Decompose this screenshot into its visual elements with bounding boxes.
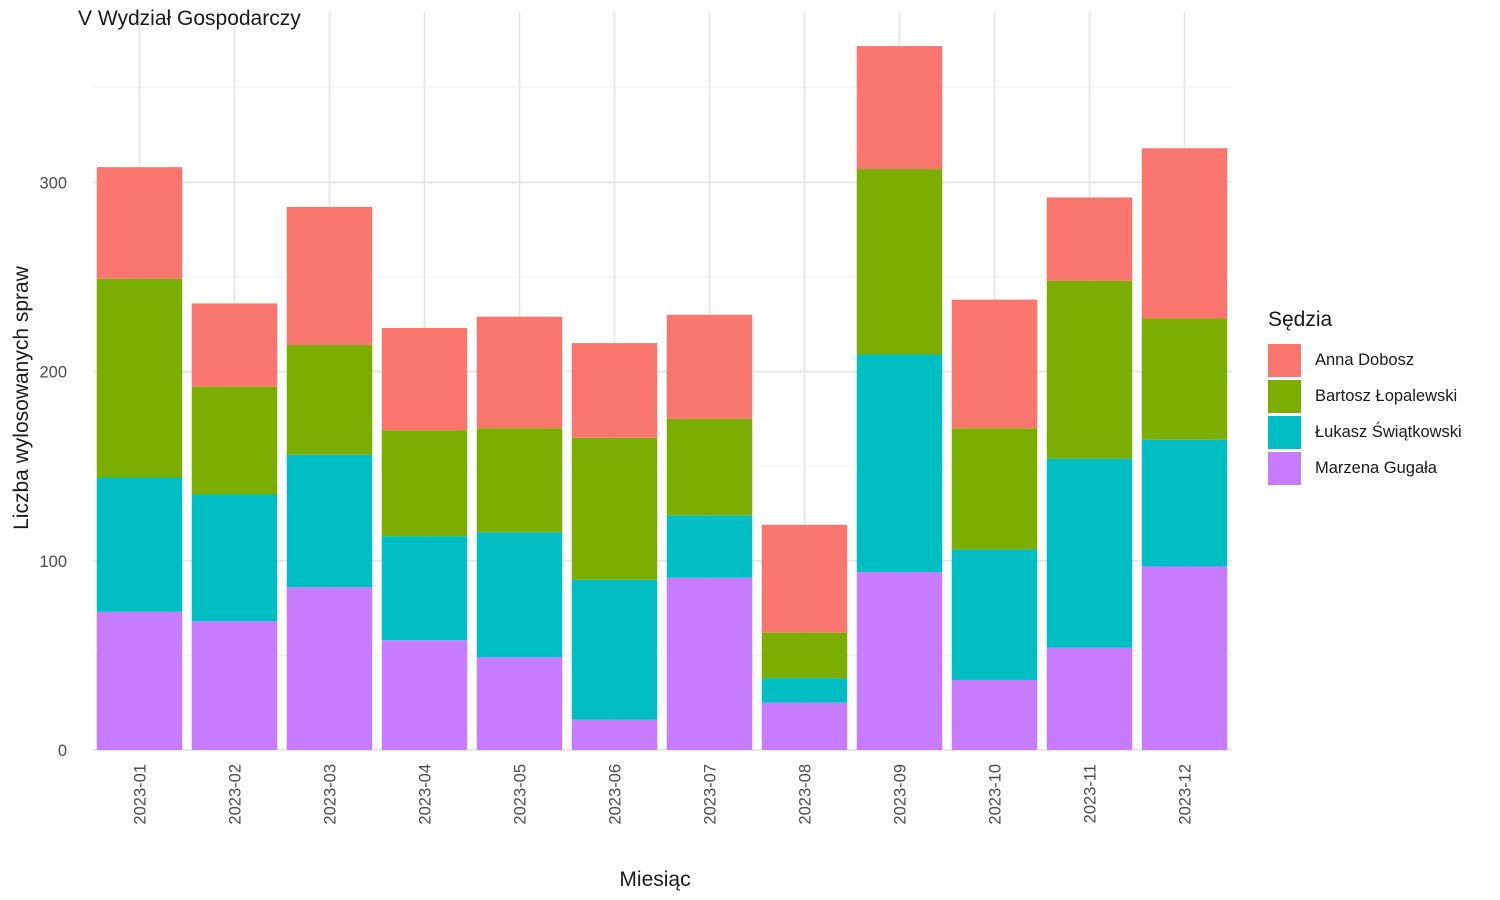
bar-segment — [191, 621, 278, 750]
bar-segment — [666, 577, 753, 750]
y-tick-label: 100 — [39, 553, 67, 571]
y-tick-label: 0 — [58, 742, 67, 760]
bar-segment — [381, 640, 468, 750]
x-tick-label: 2023-07 — [702, 764, 720, 825]
bar-segment — [191, 303, 278, 387]
legend-color-key — [1268, 379, 1301, 413]
bar-segment — [951, 679, 1038, 750]
legend-color-key — [1268, 415, 1301, 449]
x-tick-label: 2023-01 — [132, 764, 150, 825]
bar-segment — [1141, 439, 1228, 567]
bar-segment — [96, 167, 183, 279]
legend-item: Marzena Gugała — [1268, 450, 1493, 486]
legend-label: Łukasz Świątkowski — [1315, 422, 1462, 441]
bar-segment — [476, 532, 563, 658]
bar-segment — [571, 437, 658, 580]
x-tick-label: 2023-03 — [322, 764, 340, 825]
bar-segment — [381, 328, 468, 431]
legend-label: Bartosz Łopalewski — [1315, 386, 1458, 405]
bar-segment — [666, 515, 753, 578]
bar-segment — [476, 428, 563, 533]
legend-label: Anna Dobosz — [1315, 350, 1415, 369]
bar-segment — [1046, 197, 1133, 281]
bar-segment — [666, 314, 753, 419]
bar-segment — [856, 169, 943, 355]
legend-color-key — [1268, 343, 1301, 377]
bar-segment — [951, 299, 1038, 429]
y-axis-ticks: 0 100 200 300 — [39, 174, 67, 760]
bar-segment — [96, 477, 183, 612]
bar-segment — [571, 579, 658, 720]
chart-title: V Wydział Gospodarczy — [78, 7, 301, 30]
x-tick-label: 2023-08 — [797, 764, 815, 825]
bar-segment — [856, 46, 943, 170]
bar-segment — [571, 719, 658, 750]
bar-segment — [1141, 566, 1228, 750]
bar-segment — [286, 345, 373, 455]
legend-title: Sędzia — [1268, 308, 1333, 331]
bar-segment — [761, 678, 848, 703]
bar-segment — [951, 428, 1038, 550]
x-tick-label: 2023-11 — [1082, 764, 1100, 823]
x-tick-label: 2023-04 — [417, 764, 435, 825]
bar-segment — [856, 572, 943, 750]
y-tick-label: 200 — [39, 364, 67, 382]
legend-label: Marzena Gugała — [1315, 458, 1437, 477]
bars — [96, 46, 1228, 750]
legend: Sędzia Anna Dobosz Bartosz Łopalewski Łuka… — [1268, 308, 1493, 486]
bar-segment — [571, 343, 658, 438]
x-tick-label: 2023-02 — [227, 764, 245, 825]
bar-segment — [381, 536, 468, 641]
x-tick-label: 2023-05 — [512, 764, 530, 825]
legend-item: Łukasz Świątkowski — [1268, 414, 1493, 450]
bar-segment — [856, 354, 943, 573]
bar-segment — [1141, 318, 1228, 440]
bar-segment — [476, 657, 563, 750]
bar-segment — [96, 611, 183, 750]
bar-segment — [761, 632, 848, 679]
bar-segment — [1046, 647, 1133, 750]
x-axis-ticks: 2023-01 2023-02 2023-03 2023-04 2023-05 2023-… — [132, 764, 1195, 825]
y-tick-label: 300 — [39, 174, 67, 192]
bar-segment — [666, 418, 753, 516]
x-tick-label: 2023-10 — [987, 764, 1005, 825]
bar-segment — [951, 549, 1038, 680]
x-tick-label: 2023-12 — [1177, 764, 1195, 825]
bar-segment — [1046, 280, 1133, 459]
legend-item: Bartosz Łopalewski — [1268, 378, 1493, 414]
bar-segment — [476, 316, 563, 429]
x-tick-label: 2023-06 — [607, 764, 625, 825]
bar-segment — [761, 524, 848, 633]
legend-items: Anna Dobosz Bartosz Łopalewski Łukasz Świą… — [1268, 342, 1493, 486]
legend-color-key — [1268, 451, 1301, 485]
bar-segment — [1046, 458, 1133, 648]
bar-segment — [286, 206, 373, 346]
bar-segment — [286, 454, 373, 588]
x-tick-label: 2023-09 — [892, 764, 910, 825]
bar-segment — [381, 430, 468, 537]
legend-item: Anna Dobosz — [1268, 342, 1493, 378]
bar-segment — [191, 494, 278, 622]
x-axis-title: Miesiąc — [619, 868, 690, 891]
bar-segment — [286, 587, 373, 750]
bar-segment — [761, 702, 848, 750]
bar-segment — [96, 278, 183, 478]
bar-segment — [191, 386, 278, 495]
y-axis-title: Liczba wylosowanych spraw — [10, 265, 33, 530]
bar-segment — [1141, 148, 1228, 319]
